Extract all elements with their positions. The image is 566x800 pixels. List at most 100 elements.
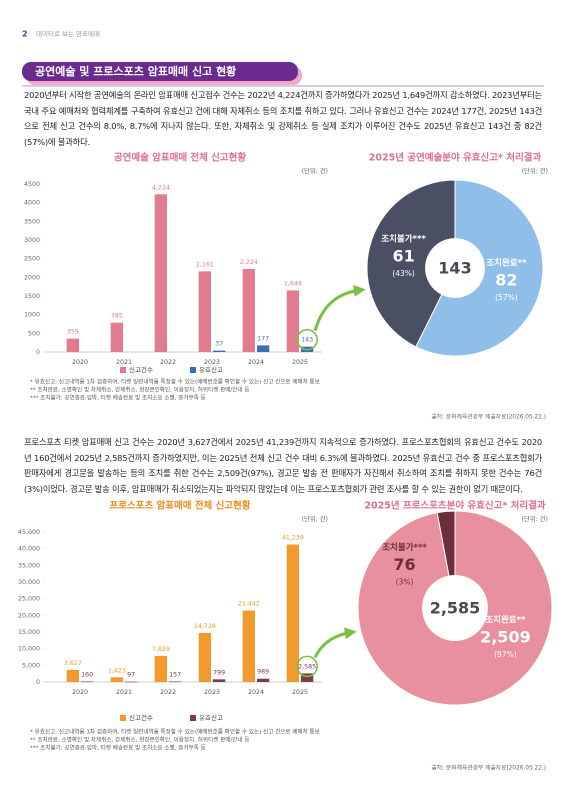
y-tick-label: 45,000 [18, 529, 40, 536]
slice-value: 2,509 [480, 628, 531, 647]
y-tick-label: 500 [28, 330, 40, 337]
pie-center-label: 2,585 [430, 599, 481, 618]
legend-swatch [190, 715, 196, 721]
chart-title: 프로스포츠 암표매매 전체 신고현황 [109, 500, 250, 512]
bar [154, 655, 167, 682]
bar [242, 268, 255, 352]
x-tick-label: 2021 [116, 689, 132, 696]
x-tick-label: 2020 [72, 359, 88, 366]
highlight-ring [296, 328, 318, 351]
y-tick-label: 2500 [24, 256, 40, 263]
highlight-ring [296, 655, 318, 678]
bar [66, 669, 79, 682]
data-label: 157 [169, 671, 181, 678]
y-tick-label: 35,000 [18, 562, 40, 569]
data-label: 3,627 [64, 660, 82, 667]
data-label: 4,224 [152, 184, 170, 191]
data-label: 21,442 [238, 601, 260, 608]
bar [66, 338, 79, 352]
slice-value: 76 [393, 555, 415, 574]
pie-center-label: 143 [438, 259, 471, 278]
bar [213, 679, 226, 682]
footnote: ** 조치완료: 소명확인 및 자체취소, 강제취소, 현장본인확인, 이용정지… [30, 736, 250, 744]
x-tick-label: 2024 [248, 689, 264, 696]
highlight-arrow [313, 627, 357, 659]
y-tick-label: 10,000 [18, 646, 40, 653]
data-label: 160 [81, 671, 93, 678]
chart-title: 2025년 프로스포츠분야 유효신고* 처리결과 [364, 500, 545, 512]
bar [81, 681, 94, 683]
legend-label: 유효신고 [199, 365, 223, 374]
source: 출처: 문화체육관광부 제출자료(2026.05.22.) [431, 413, 546, 421]
chart-title: 2025년 공연예술분야 유효신고* 처리결과 [369, 152, 542, 164]
chart-title: 공연예술 암표매매 전체 신고현황 [114, 152, 247, 164]
x-tick-label: 2022 [160, 689, 176, 696]
x-tick-label: 2025 [292, 689, 308, 696]
y-tick-label: 3000 [24, 237, 40, 244]
bar [257, 345, 270, 352]
x-tick-label: 2020 [72, 689, 88, 696]
bar [125, 681, 138, 683]
data-label: 1,423 [108, 667, 126, 674]
data-label: 1,649 [284, 280, 302, 287]
slice-value: 61 [392, 246, 414, 265]
data-label: 37 [215, 341, 223, 348]
y-tick-label: 2000 [24, 274, 40, 281]
slice-name: 조치완료** [486, 258, 527, 269]
x-tick-label: 2024 [248, 359, 264, 366]
bar [257, 678, 270, 682]
slice-name: 조치불가*** [382, 542, 427, 553]
data-label: 989 [257, 669, 269, 676]
y-tick-label: 4000 [24, 200, 40, 207]
pie-center [422, 575, 488, 641]
legend-swatch [120, 715, 126, 721]
bar [169, 681, 182, 683]
bar [110, 677, 123, 682]
data-label: 359 [67, 329, 79, 336]
y-tick-label: 40,000 [18, 546, 40, 553]
footnote: *** 조치불가: 공연종료·임박, 티켓 배송완료 및 조치소요 소멸, 증거… [30, 744, 206, 752]
legend-label: 신고건수 [129, 713, 153, 722]
title-banner [22, 62, 298, 81]
bar [242, 610, 255, 682]
slice-share: (57%) [495, 293, 518, 302]
data-label: 785 [111, 313, 123, 320]
slice-name: 조치불가*** [381, 233, 426, 244]
y-tick-label: 4500 [24, 181, 40, 188]
unit-label: (단위: 건) [522, 514, 548, 523]
unit-label: (단위: 건) [302, 166, 328, 175]
x-tick-label: 2022 [160, 359, 176, 366]
unit-label: (단위: 건) [302, 514, 328, 523]
unit-label: (단위: 건) [522, 166, 548, 175]
pie-center [425, 238, 485, 298]
x-tick-label: 2021 [116, 359, 132, 366]
slice-value: 82 [495, 271, 517, 290]
data-label: 2,585 [298, 663, 316, 670]
bar [110, 322, 123, 352]
source: 출처: 문화체육관광부 제출자료(2026.05.22.) [431, 764, 546, 772]
y-tick-label: 25,000 [18, 596, 40, 603]
footnote: ** 조치완료: 소명확인 및 자체취소, 강제취소, 현장본인확인, 이용정지… [30, 386, 250, 394]
x-tick-label: 2023 [204, 689, 220, 696]
slice-share: (97%) [494, 650, 517, 659]
data-label: 2,224 [240, 259, 258, 266]
x-tick-label: 2025 [292, 359, 308, 366]
y-tick-label: 1500 [24, 293, 40, 300]
data-label: 799 [213, 669, 225, 676]
slice-name: 조치완료** [485, 615, 526, 626]
y-tick-label: 0 [36, 349, 40, 356]
data-label: 14,728 [194, 623, 216, 630]
paragraph: 프로스포츠 티켓 암표매매 신고 건수는 2020년 3,627건에서 2025… [24, 437, 542, 494]
y-tick-label: 1000 [24, 312, 40, 319]
data-label: 177 [257, 335, 269, 342]
slice-share: (43%) [392, 269, 415, 278]
paragraph: 2020년부터 시작한 공연예술의 온라인 암표매매 신고접수 건수는 2022… [24, 90, 542, 147]
legend-swatch [120, 367, 126, 373]
y-tick-label: 5,000 [22, 662, 40, 669]
bar [286, 290, 299, 352]
data-label: 7,829 [152, 646, 170, 653]
x-tick-label: 2023 [204, 359, 220, 366]
bar [213, 350, 226, 352]
footnote: *** 조치불가: 공연종료·임박, 티켓 배송완료 및 조치소요 소멸, 증거… [30, 394, 206, 402]
